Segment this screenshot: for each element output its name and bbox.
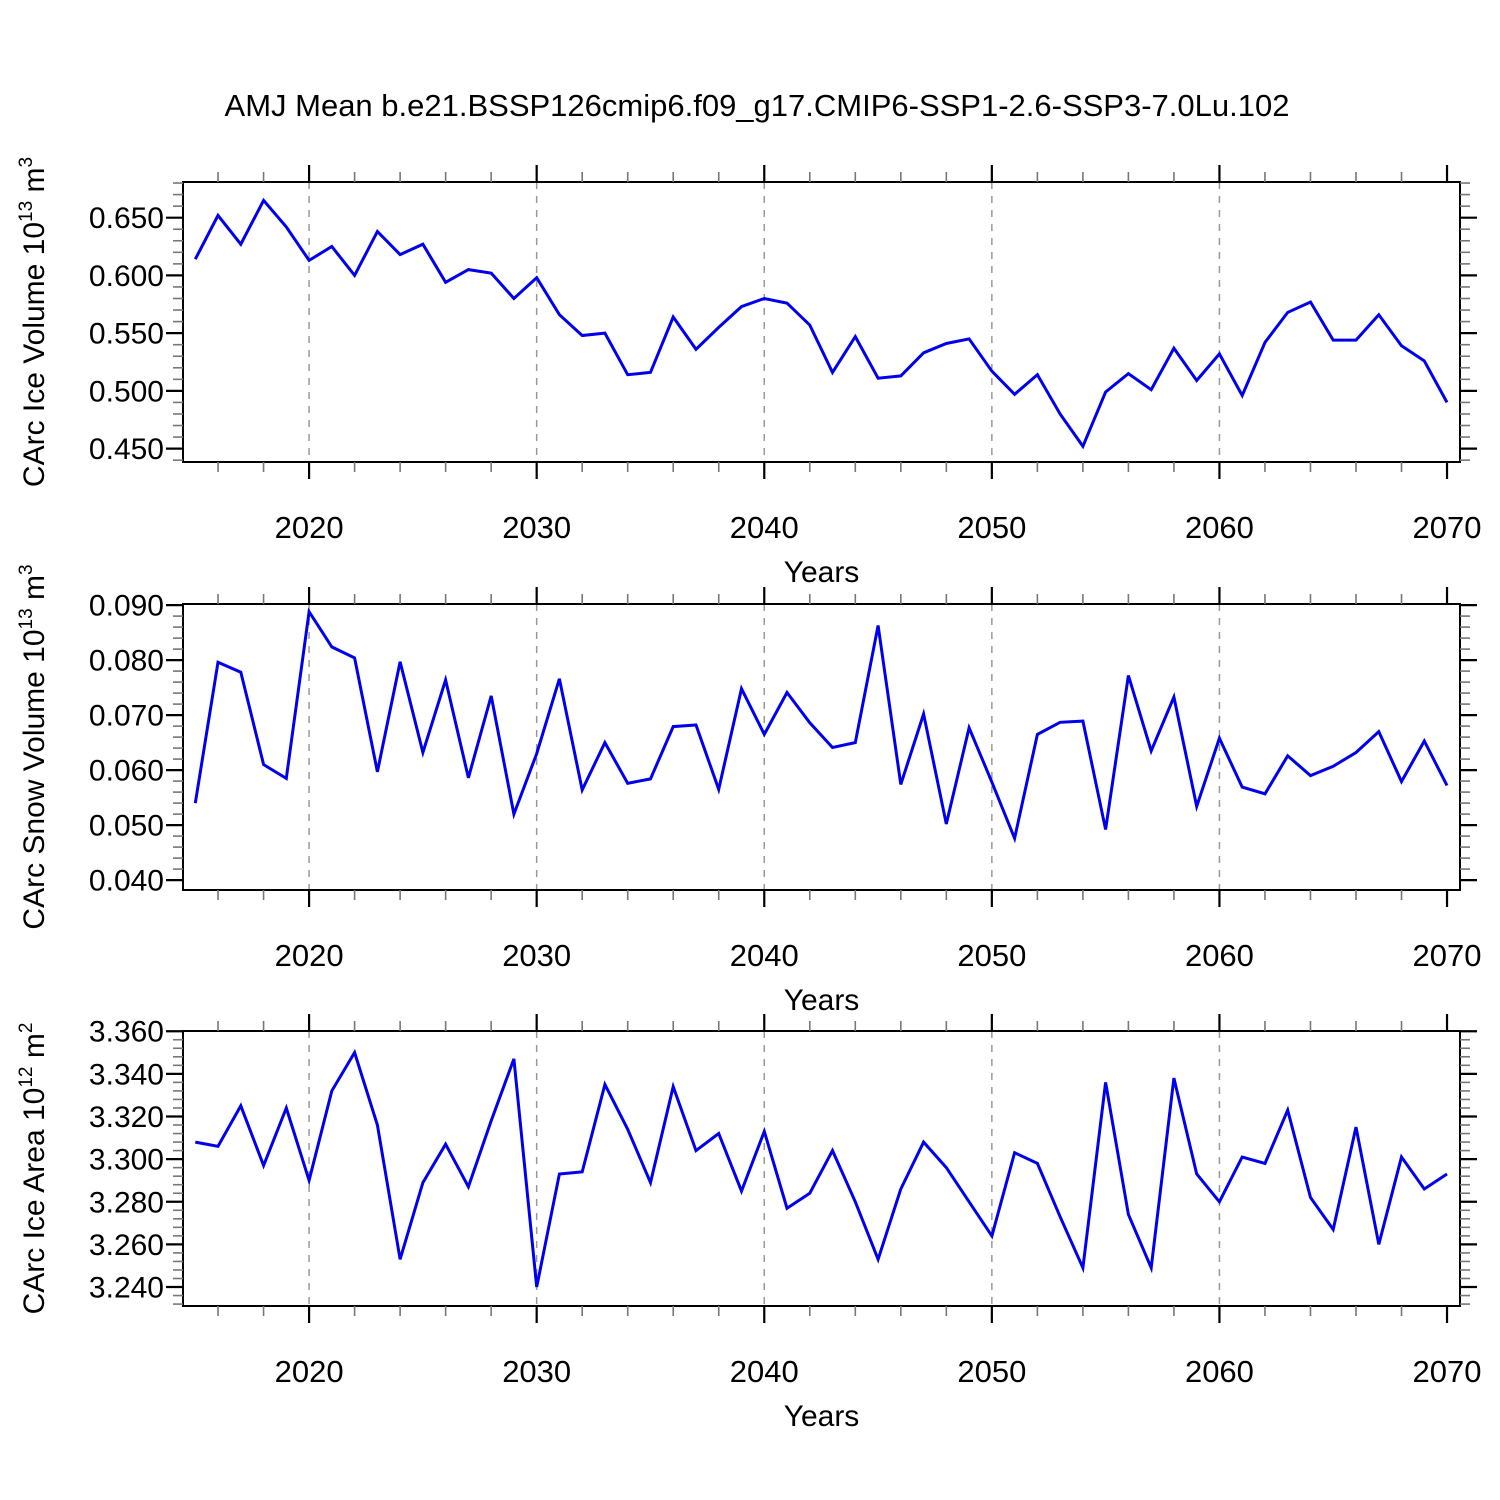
series-line-ice_volume [193, 197, 1449, 450]
panel-frame-ice_volume [182, 181, 1461, 463]
x-tick-label: 2020 [275, 938, 344, 973]
x-tick-label: 2050 [957, 1354, 1026, 1389]
x-tick-label: 2030 [502, 510, 571, 545]
y-tick-label: 0.050 [89, 810, 164, 843]
x-tick-label: 2070 [1413, 510, 1482, 545]
y-axis-title: CArc Ice Area 1012 m2 [16, 1023, 51, 1315]
x-tick-label: 2060 [1185, 938, 1254, 973]
y-tick-label: 3.360 [89, 1016, 164, 1049]
y-tick-label: 0.600 [89, 260, 164, 293]
x-tick-label: 2060 [1185, 1354, 1254, 1389]
y-tick-label: 0.080 [89, 645, 164, 678]
y-tick-label: 0.650 [89, 202, 164, 235]
x-tick-label: 2030 [502, 938, 571, 973]
figure-title: AMJ Mean b.e21.BSSP126cmip6.f09_g17.CMIP… [224, 88, 1290, 123]
x-tick-label: 2020 [275, 510, 344, 545]
y-tick-label: 0.450 [89, 433, 164, 466]
y-tick-label: 0.550 [89, 318, 164, 351]
x-tick-label: 2040 [730, 938, 799, 973]
series-line-ice_area [195, 1048, 1448, 1288]
y-tick-label: 0.060 [89, 755, 164, 788]
x-tick-label: 2030 [502, 1354, 571, 1389]
y-tick-label: 0.070 [89, 700, 164, 733]
x-tick-label: 2070 [1413, 938, 1482, 973]
y-axis-title: CArc Snow Volume 1013 m3 [16, 564, 51, 929]
x-tick-label: 2060 [1185, 510, 1254, 545]
y-tick-label: 0.090 [89, 590, 164, 623]
x-tick-label: 2040 [730, 1354, 799, 1389]
y-tick-label: 0.500 [89, 375, 164, 408]
x-axis-title: Years [784, 556, 860, 589]
x-tick-label: 2020 [275, 1354, 344, 1389]
x-tick-label: 2050 [957, 510, 1026, 545]
panel-frame-snow_volume [182, 603, 1461, 891]
y-tick-label: 3.300 [89, 1144, 164, 1177]
x-tick-label: 2070 [1413, 1354, 1482, 1389]
y-tick-label: 3.320 [89, 1101, 164, 1134]
y-tick-label: 3.240 [89, 1272, 164, 1305]
y-tick-label: 3.260 [89, 1229, 164, 1262]
panel-frame-ice_area [182, 1030, 1461, 1307]
x-axis-title: Years [784, 1400, 860, 1433]
x-axis-title: Years [784, 984, 860, 1017]
x-tick-label: 2040 [730, 510, 799, 545]
series-line-snow_volume [193, 607, 1449, 844]
y-tick-label: 3.340 [89, 1058, 164, 1091]
y-tick-label: 0.040 [89, 865, 164, 898]
x-tick-label: 2050 [957, 938, 1026, 973]
y-axis-title: CArc Ice Volume 1013 m3 [16, 157, 51, 487]
y-tick-label: 3.280 [89, 1186, 164, 1219]
